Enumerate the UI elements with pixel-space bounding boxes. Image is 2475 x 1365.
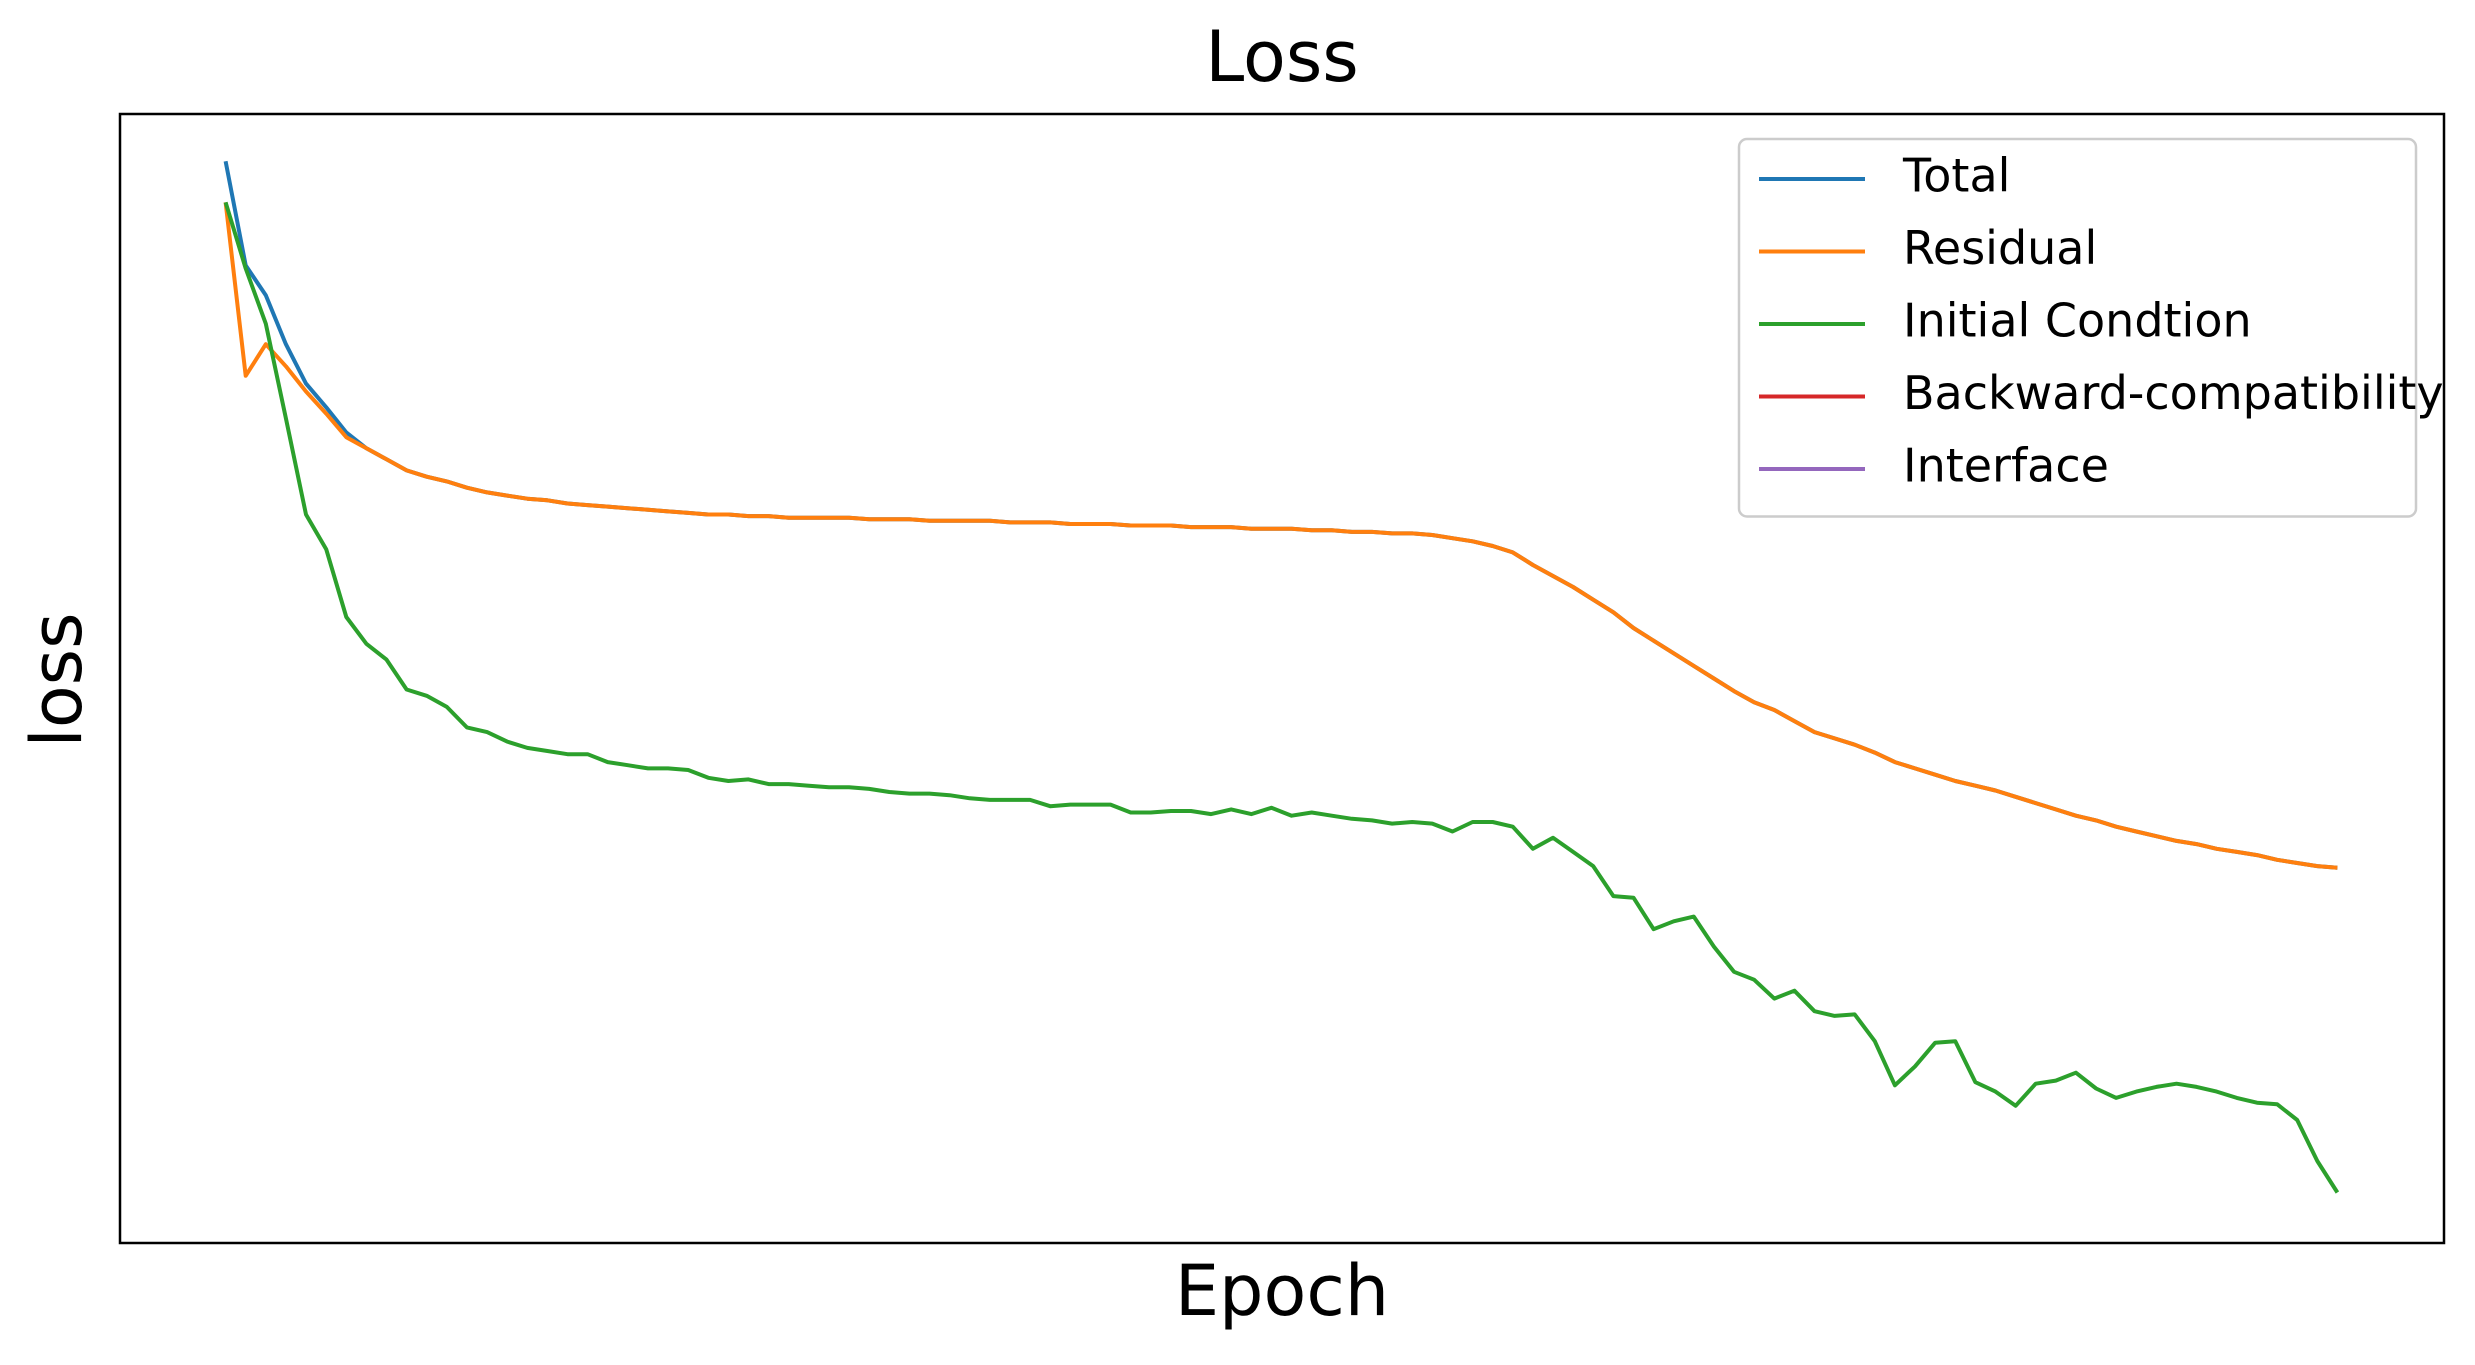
plot-lines bbox=[223, 160, 2340, 1194]
plot-frame bbox=[118, 112, 2446, 1245]
chart-title: Loss bbox=[1205, 16, 1359, 98]
legend-label: Total bbox=[1902, 149, 2010, 203]
y-axis-label: loss bbox=[16, 612, 98, 747]
series-line bbox=[223, 201, 2340, 1194]
series-line bbox=[223, 202, 2338, 870]
legend-label: Interface bbox=[1903, 439, 2109, 493]
legend-label: Residual bbox=[1903, 221, 2097, 275]
legend: Total Residual Initial Condtion Backward-co… bbox=[1737, 137, 2444, 518]
legend-label: Initial Condtion bbox=[1903, 294, 2252, 348]
x-axis-label: Epoch bbox=[1175, 1250, 1389, 1332]
legend-box bbox=[1737, 137, 2418, 518]
legend-label: Backward-compatibility bbox=[1903, 366, 2444, 420]
